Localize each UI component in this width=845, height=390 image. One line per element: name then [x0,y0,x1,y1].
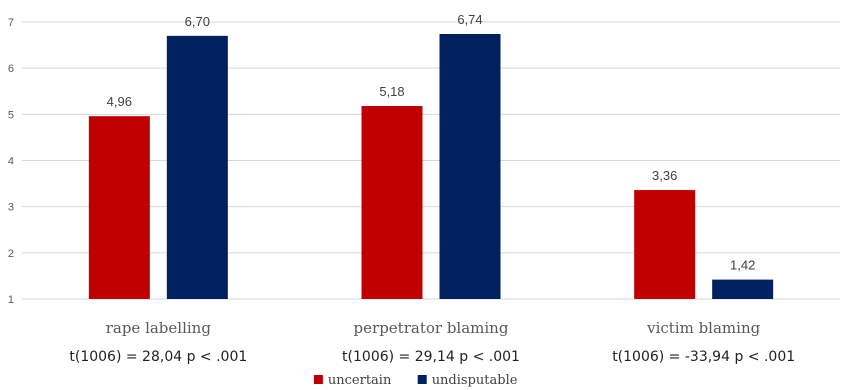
data-label: 6,70 [185,14,210,29]
y-tick-label: 7 [8,17,14,29]
y-tick-label: 3 [8,202,14,214]
data-label: 5,18 [379,84,404,99]
legend: uncertain undisputable [313,373,518,388]
category-stat-label: t(1006) = -33,94 p < .001 [612,349,795,365]
y-axis-ticks: 1 2 3 4 5 6 7 [8,17,14,306]
category-label: victim blaming [646,319,761,337]
data-labels: 4,96 6,70 5,18 6,74 3,36 1,42 [107,12,756,273]
bar-uncertain [634,190,696,299]
y-tick-label: 6 [8,63,14,75]
legend-swatch-uncertain [313,375,323,384]
bar-uncertain [88,116,150,300]
bar-undisputable [166,35,228,299]
bar-undisputable [439,34,501,300]
category-stat-label: t(1006) = 29,14 p < .001 [342,349,520,365]
legend-label: undisputable [432,373,518,388]
data-label: 1,42 [730,258,755,273]
y-tick-label: 4 [8,156,14,168]
category-stat-label: t(1006) = 28,04 p < .001 [69,349,247,365]
category-label: rape labelling [106,319,212,337]
bar-undisputable [712,279,774,299]
gridlines [22,21,840,300]
legend-swatch-undisputable [417,375,427,384]
bar-uncertain [361,106,423,299]
legend-label: uncertain [328,373,392,388]
data-label: 6,74 [457,12,482,27]
y-tick-label: 1 [8,294,14,306]
category-labels: rape labelling t(1006) = 28,04 p < .001 pe… [69,319,795,365]
y-tick-label: 5 [8,109,14,121]
data-label: 3,36 [652,168,677,183]
data-label: 4,96 [107,94,132,109]
category-label: perpetrator blaming [354,319,509,337]
y-tick-label: 2 [8,248,14,260]
bars [88,34,774,300]
